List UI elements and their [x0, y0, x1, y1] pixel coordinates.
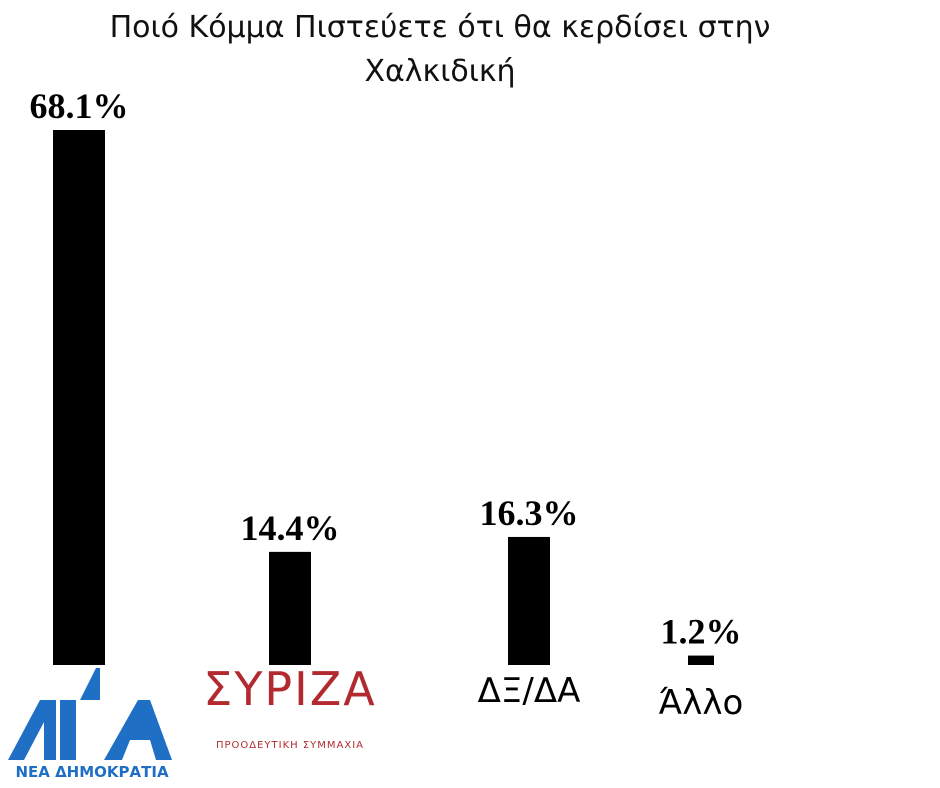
category-tagline: ΠΡΟΟΔΕΥΤΙΚΗ ΣΥΜΜΑΧΙΑ — [216, 740, 364, 751]
data-label: 14.4% — [241, 508, 340, 548]
bar — [53, 130, 105, 665]
logo-shape — [104, 700, 172, 760]
logo-shape — [80, 668, 100, 700]
data-label: 16.3% — [480, 493, 579, 533]
data-label: 1.2% — [661, 612, 742, 652]
bar — [269, 551, 311, 665]
category-label: ΝΕΑ ΔΗΜΟΚΡΑΤΙΑ — [15, 763, 169, 781]
logo-shape — [60, 700, 76, 760]
data-label: 68.1% — [30, 86, 129, 126]
category-label: ΣΥΡΙΖΑ — [203, 662, 376, 716]
logo-shape — [8, 700, 56, 760]
nd-logo — [8, 668, 172, 760]
chart-title: Ποιό Κόμμα Πιστεύετε ότι θα κερδίσει στη… — [109, 10, 771, 89]
category-label: Άλλο — [659, 683, 744, 723]
bar — [508, 536, 550, 665]
category-label: ΔΞ/ΔΑ — [478, 671, 581, 711]
bar — [688, 655, 714, 665]
